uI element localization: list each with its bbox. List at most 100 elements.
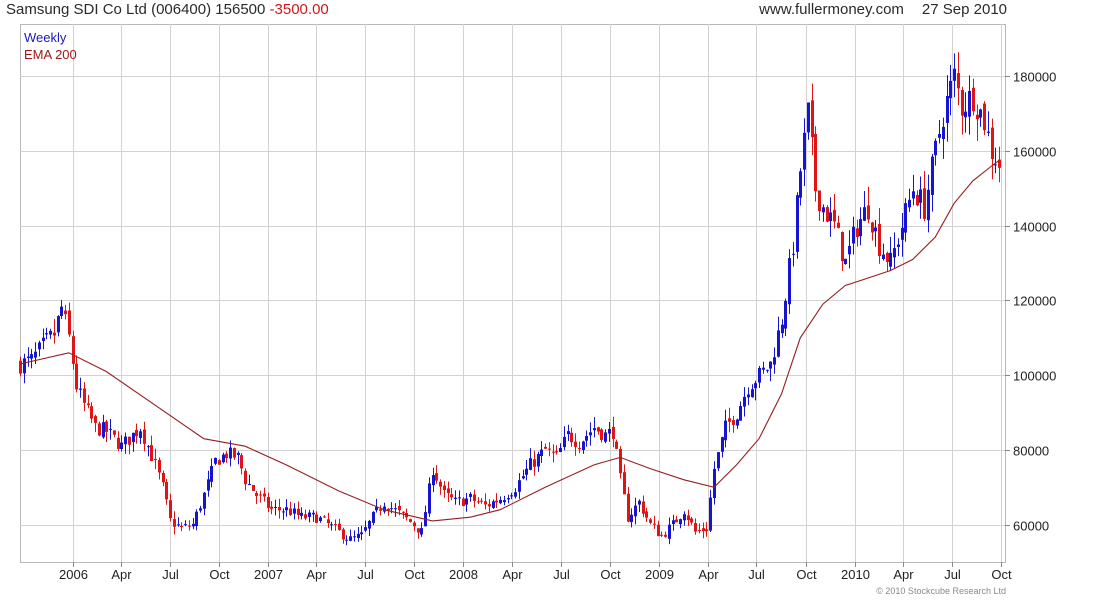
site-url[interactable]: www.fullermoney.com: [759, 1, 904, 18]
candle-body: [792, 253, 795, 255]
candle: [443, 481, 446, 498]
candle: [904, 198, 907, 242]
x-tick-label: 2007: [254, 567, 283, 582]
candle-body: [559, 448, 562, 452]
candle: [585, 430, 588, 447]
candle-body: [274, 507, 277, 508]
candle: [653, 515, 656, 529]
candle-body: [435, 473, 438, 481]
candle-body: [360, 532, 363, 535]
legend-interval: Weekly: [24, 30, 67, 45]
candle: [675, 515, 678, 523]
y-tick-label: 60000: [1013, 519, 1049, 534]
candle-body: [897, 244, 900, 247]
candle: [128, 436, 131, 455]
candlestick-series: [19, 52, 1001, 546]
candle-body: [327, 519, 330, 524]
candle-body: [829, 212, 832, 222]
candle: [570, 427, 573, 447]
candle-body: [555, 451, 558, 453]
candle: [874, 220, 877, 247]
candle-body: [863, 207, 866, 221]
candle-body: [180, 526, 183, 527]
candle-body: [304, 514, 307, 519]
candle: [522, 469, 525, 480]
candle-body: [533, 459, 536, 467]
x-tick-label: 2010: [841, 567, 870, 582]
candle: [747, 387, 750, 406]
candle: [844, 258, 847, 265]
candle-body: [934, 140, 937, 156]
candle: [45, 327, 48, 340]
candle: [267, 492, 270, 512]
candle: [327, 512, 330, 528]
candle: [942, 117, 945, 159]
candle-body: [758, 368, 761, 383]
candle: [709, 489, 712, 532]
candle: [132, 432, 135, 452]
candle-body: [357, 533, 360, 538]
candle: [90, 402, 93, 424]
candle: [548, 442, 551, 457]
candle: [976, 104, 979, 141]
candle-body: [53, 332, 56, 336]
candle: [510, 492, 513, 500]
candle: [657, 520, 660, 537]
candle-body: [300, 512, 303, 516]
candle-body: [698, 530, 701, 531]
candle-body: [458, 497, 461, 499]
candle-body: [267, 497, 270, 508]
candle-body: [477, 501, 480, 503]
candle-body: [293, 508, 296, 514]
candle: [758, 365, 761, 388]
candle-body: [117, 437, 120, 449]
candle-body: [214, 457, 217, 464]
candle: [248, 474, 251, 485]
y-tick-label: 120000: [1013, 294, 1056, 309]
candle: [469, 492, 472, 502]
candle-body: [657, 524, 660, 537]
candle-body: [972, 87, 975, 112]
candle-body: [87, 403, 90, 406]
candle-body: [315, 514, 318, 523]
candle: [608, 422, 611, 442]
candle: [447, 481, 450, 502]
candle: [387, 508, 390, 516]
candle-body: [919, 189, 922, 203]
candle-body: [927, 189, 930, 221]
candle-body: [83, 388, 86, 403]
candle-body: [705, 529, 708, 532]
x-tick-label: Oct: [209, 567, 230, 582]
candle-body: [364, 527, 367, 531]
candle-body: [383, 506, 386, 512]
candle: [987, 111, 990, 137]
candle-body: [387, 508, 390, 511]
candle-body: [814, 134, 817, 192]
candle: [604, 429, 607, 444]
candle: [615, 439, 618, 450]
copyright-credit: © 2010 Stockcube Research Ltd: [876, 586, 1006, 596]
candle: [240, 453, 243, 475]
candle-body: [724, 420, 727, 441]
candle-body: [788, 258, 791, 305]
candle: [683, 511, 686, 526]
candle-body: [34, 351, 37, 358]
candle-body: [585, 436, 588, 441]
candle: [743, 387, 746, 417]
candle-body: [199, 508, 202, 511]
candle: [323, 515, 326, 518]
candle: [837, 215, 840, 229]
candle: [360, 525, 363, 541]
candle-body: [124, 436, 127, 445]
candle-body: [811, 100, 814, 138]
candle-body: [428, 483, 431, 514]
candle: [409, 518, 412, 523]
candle-body: [593, 428, 596, 431]
x-tick-label: Apr: [111, 567, 132, 582]
x-gridlines: [73, 24, 1002, 562]
candle: [923, 171, 926, 222]
candle: [312, 510, 315, 522]
candle-body: [409, 519, 412, 522]
candle-body: [904, 203, 907, 233]
candle-body: [931, 156, 934, 195]
